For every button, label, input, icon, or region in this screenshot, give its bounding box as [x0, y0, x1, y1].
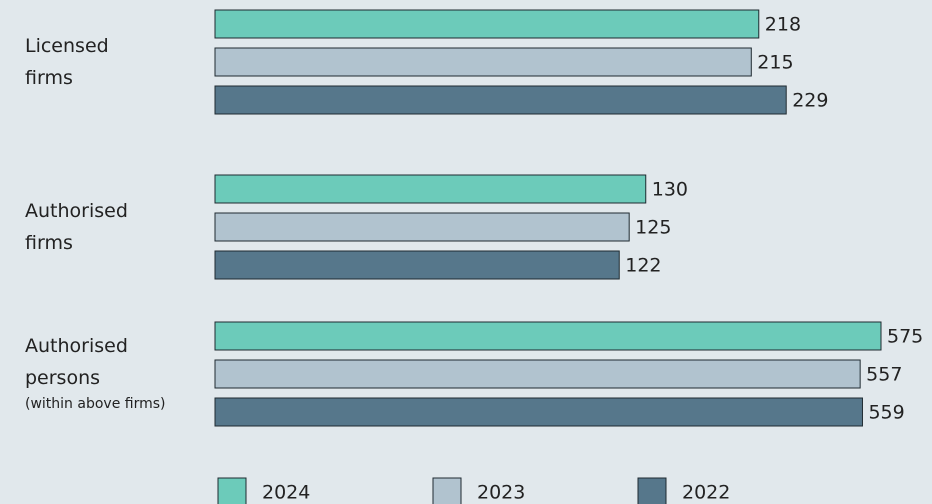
bar: [214, 174, 647, 204]
value-label: 575: [887, 326, 923, 348]
value-label: 557: [866, 364, 902, 386]
bar: [214, 250, 620, 280]
legend-label: 2024: [262, 482, 310, 504]
legend-swatch: [432, 477, 462, 504]
legend-swatch: [637, 477, 667, 504]
bar: [214, 9, 760, 39]
category-label: Licensed firms: [25, 35, 109, 89]
category-note: (within above firms): [25, 396, 166, 412]
category-label: Authorised persons: [25, 335, 128, 389]
bar: [214, 397, 863, 427]
bar: [214, 212, 630, 242]
bar: [214, 47, 752, 77]
value-label: 130: [652, 179, 688, 201]
category-label: Authorised firms: [25, 200, 128, 254]
legend-label: 2022: [682, 482, 730, 504]
legend-swatch: [217, 477, 247, 504]
legend-label: 2023: [477, 482, 525, 504]
value-label: 125: [635, 217, 671, 239]
value-label: 559: [868, 402, 904, 424]
value-label: 122: [625, 255, 661, 277]
value-label: 229: [792, 90, 828, 112]
value-label: 218: [765, 14, 801, 36]
bar: [214, 321, 882, 351]
bar: [214, 85, 787, 115]
bar: [214, 359, 861, 389]
value-label: 215: [757, 52, 793, 74]
